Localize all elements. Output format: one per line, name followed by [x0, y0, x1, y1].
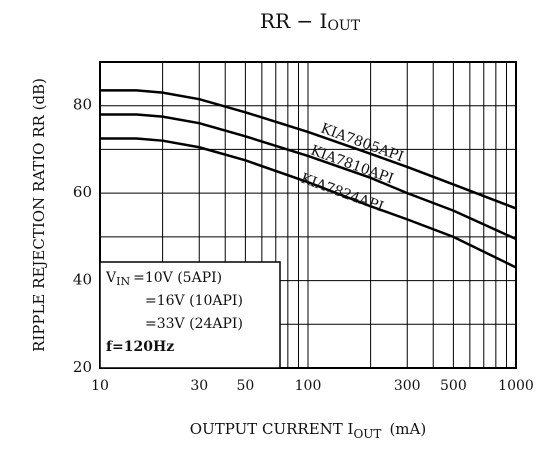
- y-tick-label: 20: [73, 358, 92, 376]
- y-tick-label: 80: [73, 96, 92, 114]
- legend-text: VIN =10V (5API): [105, 270, 222, 288]
- x-tick-label: 30: [190, 378, 208, 394]
- x-tick-label: 500: [440, 378, 467, 394]
- legend-box: [99, 261, 281, 369]
- x-tick-label: 1000: [498, 378, 534, 394]
- plot-frame: [99, 61, 517, 369]
- y-tick-label: 60: [73, 183, 92, 201]
- x-tick-label: 50: [236, 378, 254, 394]
- data-line: [100, 137, 517, 269]
- y-tick-label: 40: [73, 271, 92, 289]
- chart-title: RR − IOUT: [260, 9, 361, 35]
- legend-text: f=120Hz: [106, 339, 174, 355]
- legend-line: =10V (5API): [133, 270, 222, 286]
- legend-text: =16V (10API): [145, 293, 243, 309]
- legend-v: V: [105, 270, 117, 286]
- legend-v-sub: IN: [116, 275, 130, 288]
- data-line: [100, 113, 517, 241]
- data-line: [100, 89, 517, 210]
- x-tick-label: 100: [295, 378, 322, 394]
- x-tick-label: 10: [91, 378, 109, 394]
- x-axis-label: OUTPUT CURRENT IOUT (mA): [190, 420, 426, 441]
- y-axis-label: RIPPLE REJECTION RATIO RR (dB): [30, 78, 48, 352]
- x-tick-label: 300: [394, 378, 421, 394]
- legend-text: =33V (24API): [145, 316, 243, 332]
